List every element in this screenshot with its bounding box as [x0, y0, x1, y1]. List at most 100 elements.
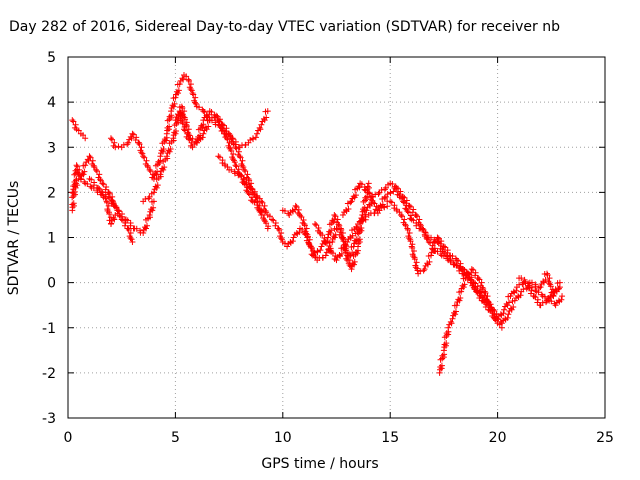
data-point [88, 176, 95, 183]
data-point [537, 284, 544, 291]
data-point [481, 288, 488, 295]
data-point [448, 320, 455, 327]
data-point [363, 207, 370, 214]
data-point [252, 134, 259, 141]
data-point [348, 266, 355, 273]
data-point [96, 171, 103, 178]
data-point [539, 299, 546, 306]
data-point [334, 216, 341, 223]
data-point [475, 275, 482, 282]
data-point [327, 229, 334, 236]
data-point [409, 244, 416, 251]
data-point [125, 139, 132, 146]
data-point [468, 279, 475, 286]
data-point [443, 340, 450, 347]
data-point [339, 211, 346, 218]
data-point [315, 224, 322, 231]
data-point [290, 234, 297, 241]
data-point [398, 195, 405, 202]
data-point [332, 213, 339, 220]
data-point [532, 283, 539, 290]
data-point [173, 128, 179, 134]
data-point [254, 130, 261, 137]
data-point [163, 153, 170, 160]
data-point [322, 252, 329, 259]
data-point [124, 217, 131, 224]
data-point [408, 243, 415, 250]
data-point [264, 225, 271, 232]
data-point [166, 148, 173, 155]
data-point [146, 193, 153, 200]
y-tick-label: 0 [47, 276, 56, 292]
data-point [264, 108, 271, 115]
data-point [478, 279, 485, 286]
data-point [356, 184, 363, 191]
data-point [414, 267, 421, 274]
data-point [416, 216, 423, 223]
data-point [70, 118, 77, 125]
data-point [504, 314, 511, 321]
data-point [116, 208, 123, 215]
data-point [555, 285, 562, 292]
data-point [500, 310, 507, 317]
data-point [434, 248, 441, 255]
data-point [417, 268, 424, 275]
data-point [138, 149, 145, 156]
data-point [410, 217, 417, 224]
data-point [304, 233, 311, 240]
data-point [229, 135, 236, 142]
data-point [426, 258, 433, 265]
data-point [112, 211, 119, 218]
data-point [365, 180, 372, 187]
data-point [456, 297, 463, 304]
data-point [277, 234, 284, 241]
data-point [324, 234, 331, 241]
data-point [146, 166, 153, 173]
data-point [175, 90, 182, 97]
data-point [318, 243, 325, 250]
data-point [507, 293, 514, 300]
data-point [549, 286, 556, 293]
data-point [456, 267, 463, 274]
data-point [179, 120, 186, 127]
data-point [223, 131, 230, 138]
data-point [102, 195, 109, 202]
data-point [275, 225, 282, 232]
data-point [184, 130, 191, 137]
data-point [517, 292, 524, 299]
data-point [410, 206, 417, 213]
data-point [278, 236, 285, 243]
data-point [172, 94, 179, 101]
data-point [254, 204, 261, 211]
data-point [107, 135, 114, 142]
data-point [531, 293, 538, 300]
data-point [286, 211, 293, 218]
data-point [452, 308, 459, 315]
data-point [447, 318, 454, 325]
data-point [215, 117, 222, 124]
data-point [77, 176, 84, 183]
data-point [393, 206, 400, 213]
data-point [542, 276, 549, 283]
y-tick-label: -3 [42, 411, 56, 427]
data-point [299, 226, 306, 233]
data-point [479, 294, 486, 301]
data-point [350, 243, 357, 250]
data-point [74, 163, 81, 170]
data-point [185, 135, 192, 142]
data-point [256, 124, 263, 131]
data-point [449, 315, 456, 322]
data-point [520, 286, 527, 293]
data-point [251, 199, 258, 206]
data-point [411, 256, 418, 263]
data-point [189, 135, 196, 142]
data-point [179, 75, 186, 82]
data-point [205, 123, 212, 130]
data-point [505, 299, 512, 306]
data-point [453, 262, 460, 269]
data-point [153, 184, 160, 191]
data-point [229, 155, 236, 162]
data-point [552, 302, 559, 309]
data-point [136, 141, 143, 148]
data-point [343, 243, 350, 250]
